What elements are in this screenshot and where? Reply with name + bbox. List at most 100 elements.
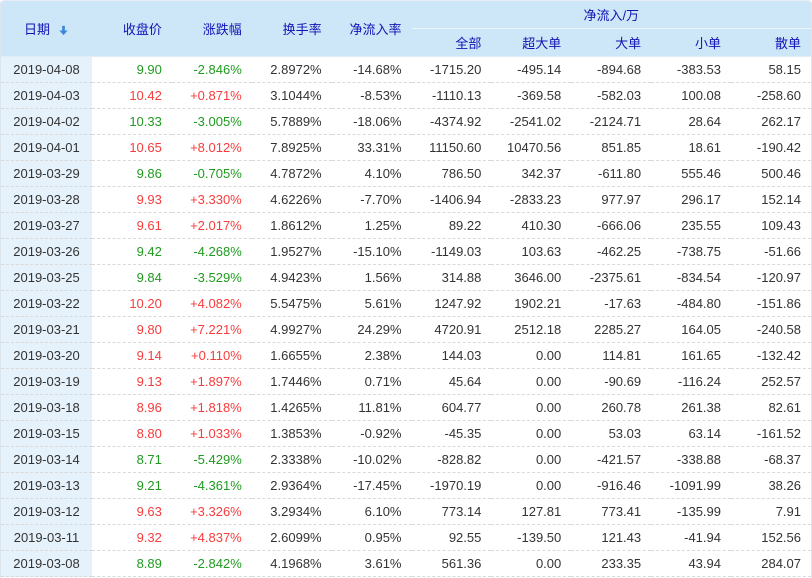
cell-change-percent: -3.005% (171, 109, 252, 135)
column-header-super-large: 超大单 (491, 29, 572, 57)
cell-change-percent: +4.837% (171, 525, 252, 551)
column-header-large: 大单 (571, 29, 652, 57)
cell-inflow-large: -916.46 (571, 473, 652, 499)
table-row: 2019-03-25 9.84 -3.529% 4.9423% 1.56% 31… (1, 265, 811, 291)
cell-inflow-all: 773.14 (411, 499, 492, 525)
table-row: 2019-03-27 9.61 +2.017% 1.8612% 1.25% 89… (1, 213, 811, 239)
cell-turnover-rate: 4.6226% (251, 187, 332, 213)
cell-turnover-rate: 1.3853% (251, 421, 332, 447)
cell-turnover-rate: 4.9423% (251, 265, 332, 291)
cell-close-price: 9.21 (92, 473, 172, 499)
cell-inflow-all: 604.77 (411, 395, 492, 421)
cell-date: 2019-04-02 (1, 109, 92, 135)
cell-inflow-retail: -161.52 (731, 421, 811, 447)
table-row: 2019-03-11 9.32 +4.837% 2.6099% 0.95% 92… (1, 525, 811, 551)
cell-change-percent: +1.897% (171, 369, 252, 395)
cell-inflow-all: -1970.19 (411, 473, 492, 499)
cell-inflow-small: -738.75 (651, 239, 731, 265)
cell-turnover-rate: 2.8972% (251, 57, 332, 83)
cell-turnover-rate: 2.3338% (251, 447, 332, 473)
cell-inflow-large: 2285.27 (571, 317, 652, 343)
cell-inflow-rate: 0.71% (331, 369, 412, 395)
cell-inflow-all: -1406.94 (411, 187, 492, 213)
cell-close-price: 9.14 (92, 343, 172, 369)
column-header-close: 收盘价 (92, 1, 172, 57)
cell-inflow-super-large: 103.63 (491, 239, 572, 265)
cell-change-percent: +1.033% (171, 421, 252, 447)
cell-inflow-all: -828.82 (411, 447, 492, 473)
cell-inflow-rate: -8.53% (331, 83, 412, 109)
cell-inflow-all: 4720.91 (411, 317, 492, 343)
cell-inflow-large: -666.06 (571, 213, 652, 239)
cell-inflow-retail: 284.07 (731, 551, 811, 577)
cell-date: 2019-03-19 (1, 369, 92, 395)
cell-inflow-super-large: -2833.23 (491, 187, 572, 213)
table-row: 2019-03-13 9.21 -4.361% 2.9364% -17.45% … (1, 473, 811, 499)
cell-turnover-rate: 3.2934% (251, 499, 332, 525)
cell-inflow-rate: 5.61% (331, 291, 412, 317)
cell-date: 2019-03-29 (1, 161, 92, 187)
cell-inflow-super-large: 0.00 (491, 369, 572, 395)
column-header-retail: 散单 (731, 29, 811, 57)
cell-turnover-rate: 5.7889% (251, 109, 332, 135)
cell-inflow-retail: -190.42 (731, 135, 811, 161)
cell-inflow-large: -2375.61 (571, 265, 652, 291)
cell-inflow-small: -41.94 (651, 525, 731, 551)
table-row: 2019-04-02 10.33 -3.005% 5.7889% -18.06%… (1, 109, 811, 135)
cell-change-percent: -2.842% (171, 551, 252, 577)
cell-inflow-small: 100.08 (651, 83, 731, 109)
cell-inflow-small: -383.53 (651, 57, 731, 83)
cell-inflow-large: -17.63 (571, 291, 652, 317)
table-header: 日期 收盘价 涨跌幅 换手率 净流入率 净流入/万 全部 超大单 大单 小单 散… (1, 1, 811, 57)
cell-close-price: 9.86 (92, 161, 172, 187)
cell-inflow-rate: 11.81% (331, 395, 412, 421)
cell-inflow-small: 164.05 (651, 317, 731, 343)
cell-inflow-rate: -17.45% (331, 473, 412, 499)
cell-inflow-small: 555.46 (651, 161, 731, 187)
cell-change-percent: +7.221% (171, 317, 252, 343)
cell-close-price: 9.32 (92, 525, 172, 551)
cell-turnover-rate: 4.7872% (251, 161, 332, 187)
cell-inflow-small: 28.64 (651, 109, 731, 135)
cell-inflow-retail: -51.66 (731, 239, 811, 265)
cell-inflow-super-large: 0.00 (491, 447, 572, 473)
cell-inflow-super-large: 410.30 (491, 213, 572, 239)
cell-inflow-large: -462.25 (571, 239, 652, 265)
sort-descending-icon (59, 25, 68, 36)
cell-inflow-large: -894.68 (571, 57, 652, 83)
table-row: 2019-03-20 9.14 +0.110% 1.6655% 2.38% 14… (1, 343, 811, 369)
cell-turnover-rate: 2.6099% (251, 525, 332, 551)
cell-turnover-rate: 1.8612% (251, 213, 332, 239)
cell-inflow-retail: 262.17 (731, 109, 811, 135)
column-header-date[interactable]: 日期 (1, 1, 92, 57)
cell-change-percent: +4.082% (171, 291, 252, 317)
cell-inflow-small: -484.80 (651, 291, 731, 317)
cell-close-price: 8.71 (92, 447, 172, 473)
cell-inflow-rate: -15.10% (331, 239, 412, 265)
cell-inflow-all: -1110.13 (411, 83, 492, 109)
table-row: 2019-03-28 9.93 +3.330% 4.6226% -7.70% -… (1, 187, 811, 213)
cell-date: 2019-03-14 (1, 447, 92, 473)
table-row: 2019-03-22 10.20 +4.082% 5.5475% 5.61% 1… (1, 291, 811, 317)
cell-change-percent: -5.429% (171, 447, 252, 473)
cell-change-percent: -3.529% (171, 265, 252, 291)
table-row: 2019-03-08 8.89 -2.842% 4.1968% 3.61% 56… (1, 551, 811, 577)
cell-inflow-all: 786.50 (411, 161, 492, 187)
cell-inflow-rate: -14.68% (331, 57, 412, 83)
table-row: 2019-03-18 8.96 +1.818% 1.4265% 11.81% 6… (1, 395, 811, 421)
cell-close-price: 10.20 (92, 291, 172, 317)
cell-change-percent: +0.110% (171, 343, 252, 369)
cell-turnover-rate: 1.7446% (251, 369, 332, 395)
cell-close-price: 8.96 (92, 395, 172, 421)
cell-inflow-rate: -0.92% (331, 421, 412, 447)
cell-inflow-all: 561.36 (411, 551, 492, 577)
cell-close-price: 9.13 (92, 369, 172, 395)
column-header-date-label: 日期 (23, 22, 50, 37)
cell-turnover-rate: 7.8925% (251, 135, 332, 161)
cell-date: 2019-04-03 (1, 83, 92, 109)
cell-inflow-all: 89.22 (411, 213, 492, 239)
cell-turnover-rate: 1.9527% (251, 239, 332, 265)
table-row: 2019-03-14 8.71 -5.429% 2.3338% -10.02% … (1, 447, 811, 473)
cell-inflow-all: 92.55 (411, 525, 492, 551)
